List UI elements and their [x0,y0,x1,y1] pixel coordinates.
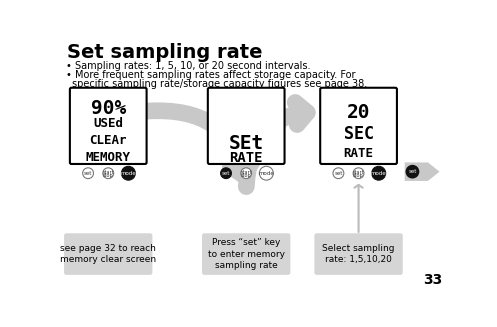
Polygon shape [405,163,439,181]
Text: mode: mode [120,171,136,176]
Text: 90%: 90% [90,99,126,118]
Circle shape [221,168,232,179]
Text: start: start [353,170,364,175]
Text: Set sampling rate: Set sampling rate [67,43,262,62]
Circle shape [121,166,135,180]
Circle shape [353,168,364,179]
Text: stop: stop [103,173,113,178]
Text: SEC: SEC [343,125,374,143]
Circle shape [372,166,386,180]
FancyBboxPatch shape [64,233,153,275]
Text: Press “set” key
to enter memory
sampling rate: Press “set” key to enter memory sampling… [208,238,285,270]
Circle shape [241,168,251,179]
Text: set: set [222,171,230,176]
Text: 33: 33 [423,273,443,287]
FancyBboxPatch shape [202,233,290,275]
FancyBboxPatch shape [70,88,147,164]
Circle shape [83,168,93,179]
Text: mode: mode [258,171,274,176]
Text: 20: 20 [347,103,370,122]
Text: start: start [241,170,252,175]
Text: USEd: USEd [93,116,123,129]
FancyBboxPatch shape [315,233,403,275]
FancyArrowPatch shape [148,111,252,175]
Text: see page 32 to reach
memory clear screen: see page 32 to reach memory clear screen [60,244,156,265]
Text: MEMORY: MEMORY [86,150,131,164]
FancyBboxPatch shape [208,88,285,164]
Text: RATE: RATE [230,150,263,164]
Text: CLEAr: CLEAr [89,133,127,146]
Text: RATE: RATE [343,147,374,160]
Text: start: start [102,170,114,175]
FancyArrowPatch shape [247,102,307,187]
Text: • Sampling rates: 1, 5, 10, or 20 second intervals.: • Sampling rates: 1, 5, 10, or 20 second… [66,61,311,71]
Circle shape [103,168,114,179]
Text: Select sampling
rate: 1,5,10,20: Select sampling rate: 1,5,10,20 [323,244,395,265]
Text: set: set [84,171,92,176]
Text: SEt: SEt [229,133,264,152]
Circle shape [259,166,273,180]
Text: set: set [334,171,342,176]
Text: stop: stop [241,173,251,178]
Text: • More frequent sampling rates affect storage capacity. For: • More frequent sampling rates affect st… [66,70,355,80]
FancyBboxPatch shape [320,88,397,164]
Circle shape [333,168,344,179]
Text: mode: mode [371,171,387,176]
Circle shape [406,165,418,178]
Text: stop: stop [353,173,364,178]
Text: set: set [408,169,416,174]
Text: specific sampling rate/storage capacity figures see page 38.: specific sampling rate/storage capacity … [72,78,367,89]
